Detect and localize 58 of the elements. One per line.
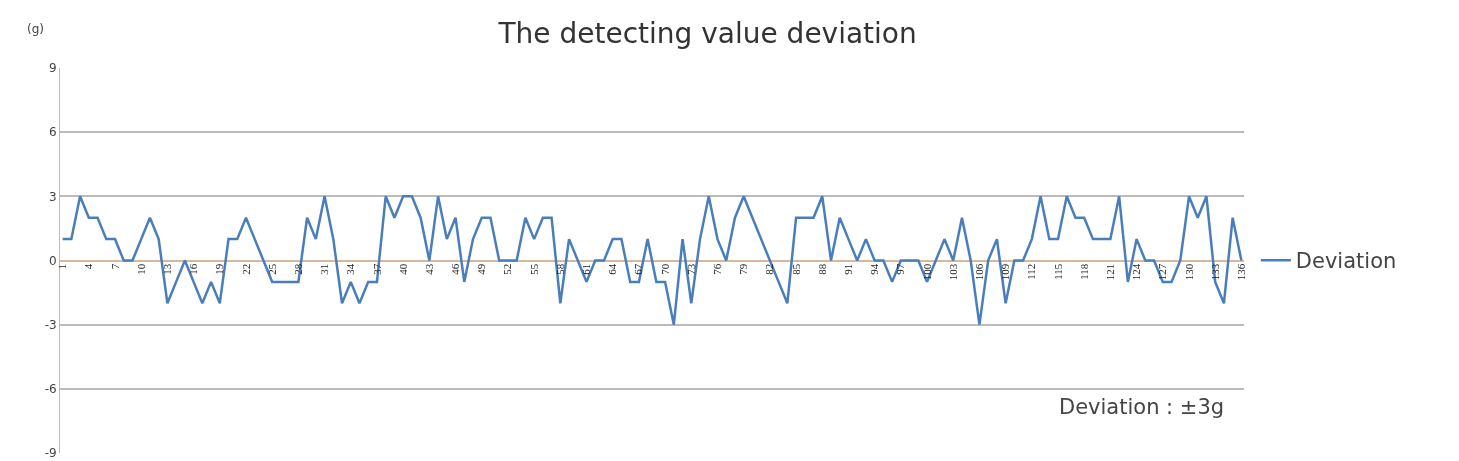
- chart-title: The detecting value deviation: [497, 16, 917, 50]
- annotation: Deviation : ±3g: [1059, 395, 1225, 419]
- legend-label: Deviation: [1295, 249, 1397, 274]
- x-tick-label: 34: [344, 263, 357, 275]
- y-tick-label: 0: [48, 253, 57, 268]
- y-axis-title: (g): [27, 22, 44, 36]
- x-tick-label: 13: [160, 263, 173, 275]
- x-tick-label: 4: [82, 263, 95, 270]
- x-tick-label: 106: [973, 263, 986, 281]
- x-tick-label: 25: [265, 263, 278, 275]
- x-tick-label: 82: [763, 263, 776, 275]
- x-tick-label: 70: [658, 263, 671, 275]
- y-tick-label: 3: [48, 189, 57, 204]
- x-tick-label: 61: [580, 263, 593, 275]
- x-tick-label: 49: [475, 263, 488, 275]
- x-tick-label: 127: [1156, 263, 1169, 281]
- x-tick-label: 76: [711, 263, 724, 275]
- x-tick-label: 97: [894, 263, 907, 275]
- x-tick-label: 100: [920, 263, 933, 281]
- x-tick-label: 121: [1103, 263, 1116, 281]
- x-tick-label: 19: [213, 263, 226, 275]
- x-tick-label: 7: [108, 263, 121, 270]
- x-tick-label: 136: [1234, 263, 1247, 281]
- x-tick-label: 31: [318, 263, 331, 275]
- x-tick-label: 1: [56, 263, 69, 270]
- x-tick-label: 40: [396, 263, 409, 275]
- y-tick-label: 6: [48, 125, 57, 140]
- x-tick-label: 91: [842, 263, 855, 275]
- x-tick-label: 88: [815, 263, 828, 275]
- y-tick-label: -9: [44, 446, 57, 461]
- x-tick-label: 109: [999, 263, 1012, 281]
- x-tick-label: 115: [1051, 263, 1064, 280]
- y-tick-label: -3: [44, 317, 57, 332]
- x-tick-label: 46: [449, 263, 462, 275]
- x-tick-label: 52: [501, 263, 514, 275]
- x-tick-label: 112: [1025, 263, 1038, 280]
- x-tick-label: 43: [422, 263, 435, 275]
- x-tick-label: 124: [1130, 263, 1143, 281]
- x-tick-label: 79: [737, 263, 750, 275]
- x-tick-label: 64: [606, 263, 619, 275]
- x-tick-label: 73: [684, 263, 697, 275]
- x-tick-label: 55: [527, 263, 540, 275]
- y-tick-label: 9: [48, 61, 57, 76]
- x-tick-label: 58: [553, 263, 566, 275]
- x-tick-label: 94: [868, 263, 881, 275]
- x-tick-label: 103: [946, 263, 959, 281]
- x-tick-label: 133: [1208, 263, 1221, 281]
- line-series: [61, 195, 1243, 326]
- x-tick-label: 67: [632, 263, 645, 275]
- x-tick-label: 118: [1077, 263, 1090, 280]
- x-tick-label: 130: [1182, 263, 1195, 281]
- y-tick-label: -6: [44, 382, 57, 397]
- x-tick-label: 16: [187, 263, 200, 275]
- x-tick-label: 22: [239, 263, 252, 275]
- x-tick-label: 28: [291, 263, 304, 275]
- x-tick-label: 37: [370, 263, 383, 275]
- x-tick-label: 85: [789, 263, 802, 275]
- x-tick-label: 10: [134, 263, 147, 275]
